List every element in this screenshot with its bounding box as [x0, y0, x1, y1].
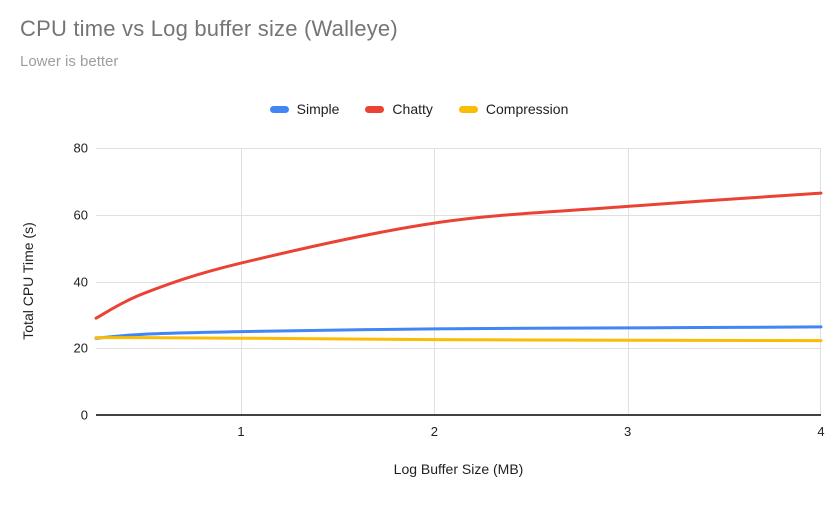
legend-swatch-simple — [269, 105, 289, 113]
y-tick-label: 60 — [73, 207, 88, 223]
y-tick-label: 0 — [80, 407, 88, 423]
legend-label: Simple — [296, 101, 340, 117]
series-line-chatty — [94, 191, 823, 320]
legend-item-simple: Simple — [269, 101, 340, 117]
series-line-compression — [94, 336, 823, 343]
series-line-simple — [94, 325, 823, 340]
gridline-y-60 — [96, 214, 821, 216]
gridline-y-20 — [96, 348, 821, 350]
gridline-y-40 — [96, 281, 821, 283]
legend-label: Compression — [485, 101, 569, 117]
legend-item-chatty: Chatty — [365, 101, 433, 117]
chart-title: CPU time vs Log buffer size (Walleye) — [20, 16, 398, 41]
legend-swatch-chatty — [365, 105, 385, 113]
y-tick-label: 40 — [73, 274, 88, 289]
chart-subtitle: Lower is better — [20, 53, 119, 70]
gridline-y-80 — [96, 148, 821, 149]
legend-swatch-compression — [458, 105, 478, 113]
series-lines — [94, 191, 823, 343]
x-tick-label: 1 — [237, 424, 245, 439]
x-tick-label: 3 — [624, 424, 632, 439]
y-tick-label: 20 — [73, 340, 88, 356]
x-axis-line — [96, 414, 821, 416]
legend-item-compression: Compression — [458, 101, 569, 117]
legend: Simple Chatty Compression — [0, 101, 838, 117]
plot-area: 1 2 3 4 0 20 40 60 80 — [74, 141, 825, 440]
y-tick-label: 80 — [73, 140, 88, 156]
legend-label: Chatty — [392, 101, 433, 117]
y-axis-title: Total CPU Time (s) — [20, 222, 36, 340]
x-tick-label: 2 — [430, 424, 438, 439]
x-tick-label: 4 — [817, 424, 825, 439]
x-axis-title: Log Buffer Size (MB) — [393, 461, 524, 477]
